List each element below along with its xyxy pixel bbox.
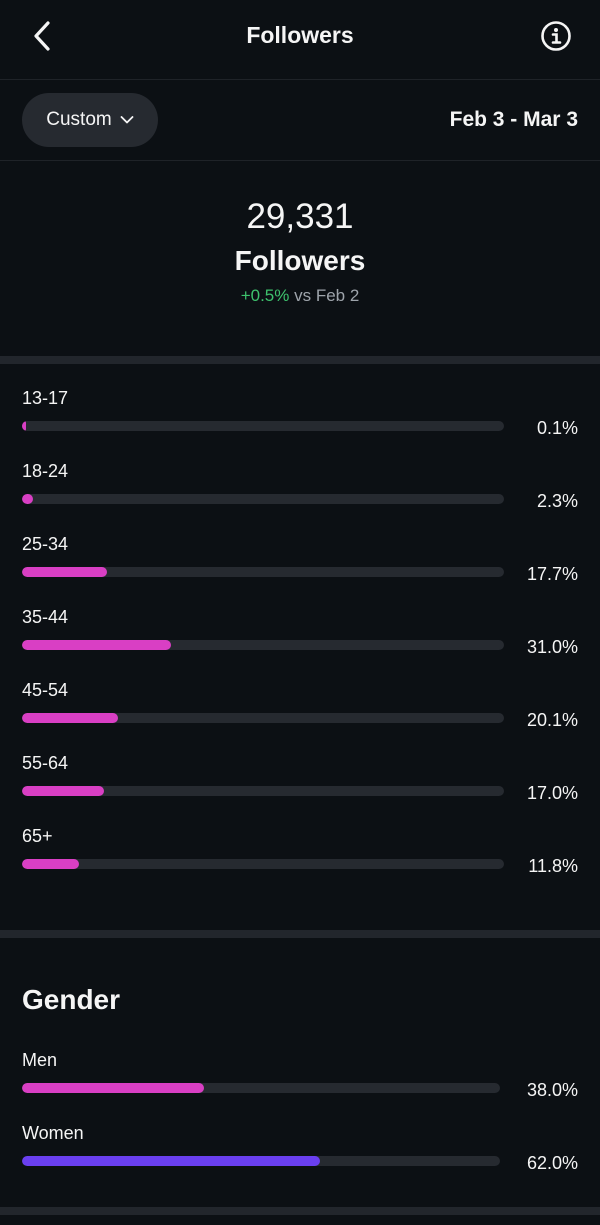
age-range-bar-track (22, 494, 504, 504)
age-range-bar-track (22, 567, 504, 577)
age-range-label: 45-54 (22, 680, 69, 700)
gender-bar-track (22, 1156, 500, 1166)
age-range-bar-fill (22, 494, 33, 504)
gender-bar-fill (22, 1083, 204, 1093)
follower-change: +0.5% vs Feb 2 (0, 286, 600, 306)
follower-summary: 29,331 Followers +0.5% vs Feb 2 (0, 161, 600, 356)
gender-bar-fill (22, 1156, 320, 1166)
age-range-label: 35-44 (22, 607, 69, 627)
top-bar: Followers (0, 0, 600, 80)
age-range-percent: 20.1% (526, 710, 578, 730)
age-range-label: 55-64 (22, 753, 69, 773)
section-divider (0, 1207, 600, 1215)
info-button[interactable] (540, 20, 572, 52)
change-comparison: vs Feb 2 (294, 286, 360, 305)
chevron-down-icon (120, 116, 134, 124)
age-range-percent: 17.0% (526, 783, 578, 803)
age-range-label: 18-24 (22, 461, 69, 481)
age-range-percent: 11.8% (528, 856, 578, 876)
age-range-bar-track (22, 859, 504, 869)
filter-bar: Custom Feb 3 - Mar 3 (0, 80, 600, 161)
age-range-percent: 2.3% (536, 491, 578, 511)
back-button[interactable] (28, 18, 60, 54)
change-percent: +0.5% (240, 286, 290, 305)
gender-section-title: Gender (22, 984, 121, 1015)
age-range-percent: 0.1% (536, 418, 578, 438)
age-range-bar-track (22, 786, 504, 796)
age-range-bar-fill (22, 421, 26, 431)
age-range-bar-fill (22, 713, 118, 723)
age-range-bar-fill (22, 567, 107, 577)
age-range-bar-fill (22, 786, 104, 796)
page-title: Followers (246, 22, 354, 48)
age-range-percent: 17.7% (526, 564, 578, 584)
age-range-bar-fill (22, 859, 79, 869)
gender-label: Women (22, 1123, 84, 1143)
section-divider (0, 356, 600, 364)
age-range-bar-track (22, 713, 504, 723)
info-icon (541, 21, 571, 51)
age-range-label: 65+ (22, 826, 53, 846)
follower-count: 29,331 (246, 197, 354, 236)
gender-label: Men (22, 1050, 58, 1070)
age-range-bar-track (22, 640, 504, 650)
gender-percent: 38.0% (526, 1080, 578, 1100)
age-range-bar-track (22, 421, 504, 431)
follower-count-label: Followers (234, 245, 366, 276)
section-divider (0, 930, 600, 938)
date-range-label: Feb 3 - Mar 3 (449, 108, 578, 131)
dropdown-label: Custom (46, 109, 112, 130)
age-range-label: 13-17 (22, 388, 69, 408)
chevron-left-icon (34, 21, 50, 51)
age-range-percent: 31.0% (526, 637, 578, 657)
gender-percent: 62.0% (526, 1153, 578, 1173)
age-range-label: 25-34 (22, 534, 69, 554)
date-range-dropdown[interactable]: Custom (22, 93, 158, 147)
age-range-bar-fill (22, 640, 171, 650)
gender-bar-track (22, 1083, 500, 1093)
